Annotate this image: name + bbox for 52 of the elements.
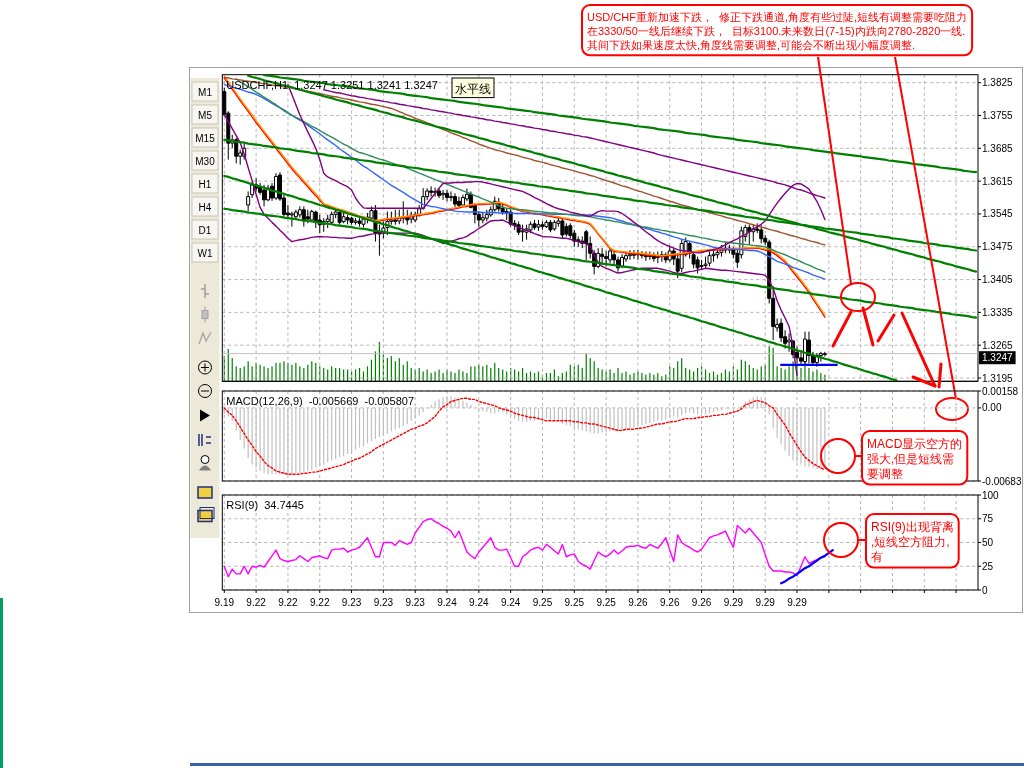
y-tick-label: 1.3335 (982, 306, 1014, 318)
y-tick-label: 50 (982, 537, 994, 548)
annotation: 水平线 (455, 82, 491, 96)
chart-title: MACD(12,26,9) -0.005669 -0.005807 (226, 395, 415, 407)
x-tick-label: 9.23 (405, 596, 426, 608)
text: M15 (195, 132, 216, 144)
x-tick-label: 9.22 (278, 596, 299, 608)
y-tick-label: 0.00158 (982, 385, 1019, 397)
text: M5 (198, 109, 213, 121)
x-tick-label: 9.29 (723, 596, 744, 608)
x-tick-label: 9.24 (437, 596, 458, 608)
y-tick-label: 1.3545 (982, 208, 1014, 220)
text: H4 (198, 201, 212, 213)
y-tick-label: 1.3755 (982, 109, 1014, 121)
chart-title: RSI(9) 34.7445 (226, 499, 304, 511)
y-tick-label: 1.3195 (982, 372, 1014, 384)
y-tick-label: 1.3825 (982, 77, 1014, 89)
y-tick-label: 0.00 (982, 402, 1002, 414)
x-tick-label: 9.23 (373, 596, 394, 608)
x-tick-label: 9.29 (755, 596, 776, 608)
text: D1 (198, 224, 212, 236)
text: M1 (198, 86, 213, 98)
text: M30 (195, 155, 216, 167)
x-tick-label: 9.22 (310, 596, 330, 608)
y-tick-label: 1.3615 (982, 175, 1014, 187)
y-tick-label: 0 (982, 584, 988, 596)
y-tick-label: 25 (982, 560, 994, 572)
y-tick-label: 1.3265 (982, 339, 1014, 351)
y-tick-label: 1.3685 (982, 142, 1014, 154)
x-tick-label: 9.24 (469, 596, 490, 608)
y-tick-label: 75 (982, 513, 994, 525)
x-tick-label: 9.23 (341, 596, 362, 608)
x-tick-label: 9.29 (787, 596, 808, 608)
x-tick-label: 9.26 (628, 596, 649, 608)
ref-line-label: 1.3247 (982, 352, 1014, 364)
x-tick-label: 9.25 (596, 596, 617, 608)
x-tick-label: 9.26 (660, 596, 680, 608)
text: H1 (198, 178, 212, 190)
x-tick-label: 9.22 (246, 596, 267, 608)
x-tick-label: 9.26 (691, 596, 712, 608)
x-tick-label: 9.25 (564, 596, 585, 608)
annotation: MACD显示空方的强大,但是短线需要调整 (867, 437, 963, 481)
x-tick-label: 9.19 (214, 596, 235, 608)
y-tick-label: 100 (982, 489, 1000, 501)
text: USD/CHF重新加速下跌， 修正下跌通道,角度有些过陡,短线有调整需要吃阻力在3330/50一线后继续下跌， 目标3100.未来数日(7-15)内跌向2780-2820一线.其间下跌如果速度太快,角度线需要调整,可能会不断出现小幅度调整. (587, 11, 968, 51)
y-tick-label: -0.00683 (982, 475, 1022, 487)
y-tick-label: 1.3405 (982, 274, 1014, 286)
annotation: RSI(9)出现背离,短线空方阻力,有 (871, 520, 954, 564)
text: W1 (197, 247, 213, 259)
x-tick-label: 9.24 (500, 596, 521, 608)
y-tick-label: 1.3475 (982, 241, 1014, 253)
x-tick-label: 9.25 (532, 596, 553, 608)
